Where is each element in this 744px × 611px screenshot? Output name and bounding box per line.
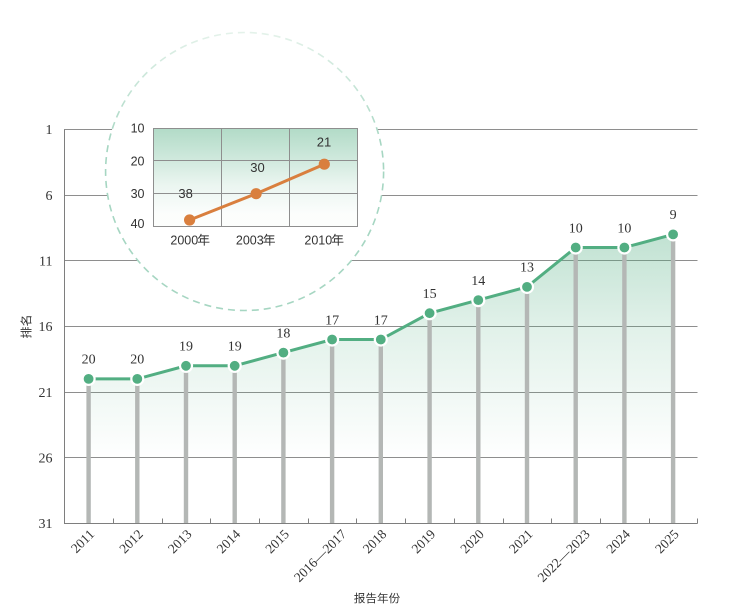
svg-text:6: 6 [46, 189, 53, 204]
svg-text:17: 17 [325, 313, 339, 328]
svg-text:1: 1 [46, 123, 53, 138]
svg-text:16: 16 [39, 320, 53, 335]
svg-text:30: 30 [131, 187, 145, 201]
svg-text:30: 30 [250, 160, 264, 175]
svg-text:38: 38 [178, 186, 192, 201]
svg-text:17: 17 [374, 313, 388, 328]
svg-text:13: 13 [520, 261, 534, 276]
svg-text:18: 18 [276, 326, 290, 341]
svg-text:15: 15 [423, 287, 437, 302]
svg-text:14: 14 [471, 274, 485, 289]
svg-text:20: 20 [131, 154, 145, 168]
svg-text:2000: 2000 [170, 234, 198, 248]
svg-text:19: 19 [179, 340, 193, 355]
svg-text:26: 26 [39, 452, 53, 467]
svg-text:40: 40 [131, 217, 145, 231]
svg-text:2003: 2003 [236, 234, 264, 248]
svg-text:20: 20 [130, 353, 144, 368]
svg-text:10: 10 [131, 121, 145, 135]
svg-text:11: 11 [39, 255, 52, 270]
svg-text:10: 10 [569, 221, 583, 236]
svg-text:31: 31 [39, 517, 53, 532]
svg-text:9: 9 [670, 208, 677, 223]
svg-text:19: 19 [228, 340, 242, 355]
svg-text:2010: 2010 [304, 234, 332, 248]
svg-text:21: 21 [39, 386, 53, 401]
svg-text:20: 20 [82, 353, 96, 368]
svg-text:10: 10 [617, 221, 631, 236]
svg-text:21: 21 [317, 135, 331, 150]
